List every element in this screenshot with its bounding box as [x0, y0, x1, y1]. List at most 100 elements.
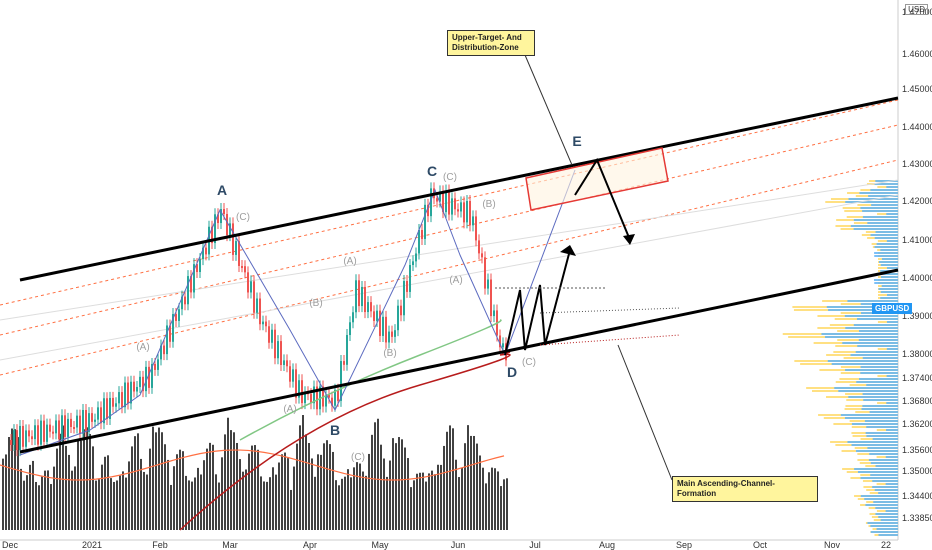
- profile-bar-blue: [845, 201, 898, 203]
- projection-zigzag: [504, 249, 571, 356]
- volume-bar: [86, 427, 88, 530]
- volume-bar: [365, 475, 367, 530]
- candle-body: [283, 360, 285, 365]
- volume-bar: [344, 476, 346, 530]
- profile-bar-blue: [881, 285, 898, 287]
- ma-green: [239, 319, 502, 441]
- y-tick-label: 1.42000: [902, 196, 932, 206]
- profile-bar-blue: [866, 435, 898, 437]
- volume-bar: [62, 425, 64, 530]
- volume-bar: [278, 462, 280, 530]
- volume-bar: [239, 459, 241, 530]
- candle-body: [88, 413, 90, 432]
- volume-bar: [440, 464, 442, 530]
- candle-body: [388, 331, 390, 343]
- profile-bar-blue: [886, 348, 898, 350]
- candle-body: [250, 281, 252, 293]
- profile-bar-blue: [873, 279, 898, 281]
- volume-bar: [455, 459, 457, 530]
- volume-bar: [143, 471, 145, 530]
- candle-body: [151, 363, 153, 388]
- candle-body: [178, 309, 180, 321]
- candle-body: [34, 425, 36, 440]
- candle-body: [244, 266, 246, 273]
- candle-body: [49, 424, 51, 432]
- candle-body: [184, 296, 186, 305]
- candle-body: [193, 264, 195, 293]
- candle-body: [487, 279, 489, 289]
- candle-body: [217, 214, 219, 224]
- profile-bar-blue: [867, 522, 898, 524]
- volume-bar: [284, 452, 286, 530]
- volume-bar: [128, 461, 130, 530]
- profile-bar-blue: [880, 291, 898, 293]
- profile-bar-blue: [868, 195, 898, 197]
- profile-bar-blue: [850, 225, 898, 227]
- profile-bar-blue: [880, 264, 898, 266]
- profile-bar-blue: [856, 318, 898, 320]
- candle-body: [82, 410, 84, 434]
- candle-body: [43, 420, 45, 442]
- profile-bar-blue: [873, 501, 898, 503]
- wave-label-c: C: [427, 163, 437, 179]
- profile-bar-blue: [872, 480, 898, 482]
- candle-body: [424, 204, 426, 239]
- wave-label-d: D: [507, 364, 517, 380]
- y-tick-label: 1.40000: [902, 273, 932, 283]
- profile-bar-blue: [870, 189, 898, 191]
- fib-dashed-line: [0, 124, 899, 336]
- volume-bar: [92, 446, 94, 530]
- candle-body: [67, 418, 69, 437]
- volume-bar: [179, 449, 181, 530]
- volume-bar: [257, 449, 259, 530]
- profile-bar-blue: [860, 366, 898, 368]
- profile-bar-blue: [867, 447, 898, 449]
- profile-bar-blue: [886, 186, 898, 188]
- volume-bar: [302, 415, 304, 530]
- candle-body: [190, 276, 192, 293]
- candle-body: [274, 329, 276, 359]
- volume-bar: [215, 474, 217, 530]
- arrow-head-up: [560, 245, 576, 256]
- candle-body: [16, 430, 18, 451]
- volume-bar: [473, 435, 475, 530]
- volume-bar: [299, 425, 301, 530]
- volume-bar: [419, 472, 421, 530]
- volume-bar: [110, 478, 112, 530]
- volume-bar: [401, 439, 403, 530]
- candle-body: [286, 360, 288, 367]
- volume-bar: [386, 476, 388, 530]
- target-zone-box: [525, 147, 669, 211]
- volume-bar: [8, 437, 10, 530]
- volume-bar: [317, 454, 319, 530]
- volume-bar: [359, 463, 361, 530]
- candle-body: [91, 413, 93, 422]
- profile-bar-blue: [827, 360, 898, 362]
- profile-bar-blue: [845, 369, 898, 371]
- profile-bar-blue: [869, 411, 898, 413]
- candle-body: [103, 398, 105, 424]
- candle-body: [223, 209, 225, 215]
- volume-bar: [17, 437, 19, 530]
- fib-dashed-line: [0, 159, 899, 376]
- volume-bar: [89, 433, 91, 530]
- volume-bar: [230, 430, 232, 530]
- upper-target-note: Upper-Target- And Distribution-Zone: [447, 30, 535, 56]
- volume-bars: [2, 415, 508, 530]
- candle-body: [10, 440, 12, 445]
- channel-lower: [19, 268, 899, 454]
- candle-body: [169, 325, 171, 342]
- volume-bar: [26, 475, 28, 530]
- x-tick-label: Oct: [753, 540, 768, 550]
- volume-bar: [260, 476, 262, 530]
- candle-body: [256, 298, 258, 313]
- profile-bar-blue: [862, 393, 898, 395]
- volume-bar: [308, 443, 310, 530]
- candle-body: [211, 226, 213, 244]
- faint-line: [0, 194, 899, 361]
- channel-note: Main Ascending-Channel-Formation: [672, 476, 818, 502]
- profile-bar-blue: [856, 450, 898, 452]
- candle-body: [469, 201, 471, 226]
- profile-bar-blue: [878, 516, 898, 518]
